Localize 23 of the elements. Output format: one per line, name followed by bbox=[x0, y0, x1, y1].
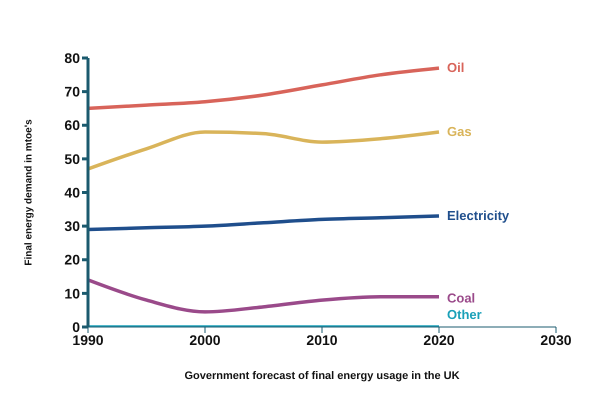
series-label: Other bbox=[447, 307, 482, 322]
y-axis-title: Final energy demand in mtoe's bbox=[24, 118, 35, 266]
x-axis-title: Government forecast of final energy usage in the UK bbox=[184, 370, 460, 382]
series-label: Electricity bbox=[447, 208, 510, 224]
x-tick-label: 2000 bbox=[189, 332, 221, 348]
x-tick-label: 2030 bbox=[540, 332, 572, 348]
y-tick-label: 40 bbox=[64, 184, 80, 200]
series-label: Coal bbox=[447, 290, 476, 306]
y-tick-label: 50 bbox=[64, 150, 80, 167]
line-series bbox=[88, 214, 441, 232]
y-tick-label: 60 bbox=[64, 117, 80, 134]
y-tick-label: 80 bbox=[64, 50, 80, 66]
y-tick-label: 10 bbox=[64, 285, 80, 302]
line-series bbox=[88, 278, 441, 314]
y-tick-label: 70 bbox=[64, 84, 80, 100]
series-label: Oil bbox=[447, 60, 464, 76]
y-tick-label: 30 bbox=[64, 218, 80, 234]
x-tick-label: 2010 bbox=[306, 332, 338, 348]
line-series bbox=[88, 66, 441, 110]
y-tick-label: 20 bbox=[64, 252, 80, 268]
line-series bbox=[88, 130, 441, 171]
series-label: Gas bbox=[447, 124, 472, 139]
x-tick-label: 2020 bbox=[423, 332, 455, 348]
